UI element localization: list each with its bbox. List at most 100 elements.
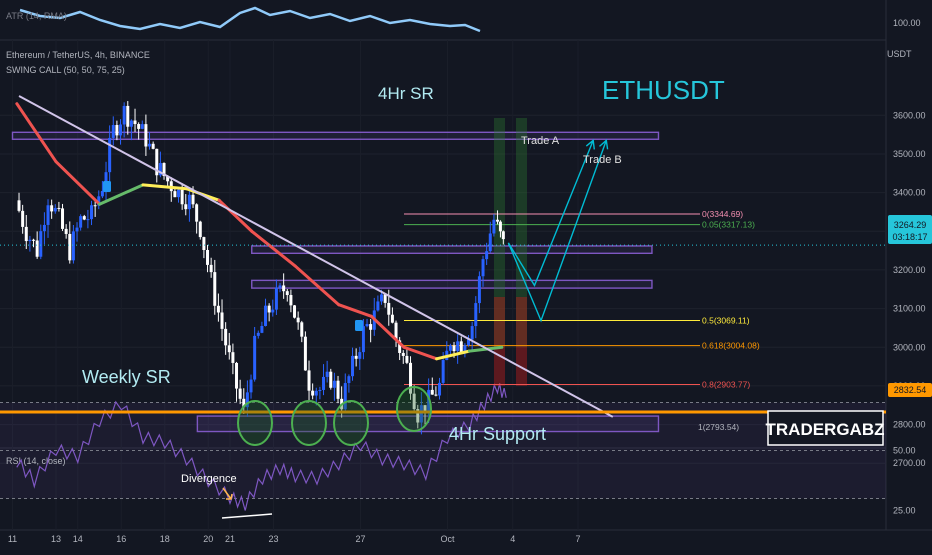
support-circle — [333, 400, 369, 446]
candle-body — [492, 219, 496, 234]
weekly-sr-value: 2832.54 — [894, 385, 927, 395]
fib-retracement[interactable]: 0(3344.69)0.05(3317.13) 0.5(3069.11) 0.618… — [404, 209, 760, 432]
support-circle — [396, 386, 432, 432]
atr-legend[interactable]: ATR (14, RMA) — [6, 11, 67, 21]
candle-body — [242, 398, 246, 408]
indicator-legend[interactable]: SWING CALL (50, 50, 75, 25) — [6, 65, 125, 75]
candle-body — [394, 322, 398, 341]
candle-body — [100, 190, 104, 197]
candle-body — [158, 163, 162, 176]
candle-body — [177, 189, 181, 198]
trade-path-trade-b[interactable] — [507, 140, 607, 323]
moving-average-segment — [98, 183, 145, 206]
candle-body — [264, 305, 268, 326]
time-tick-label: 27 — [355, 534, 365, 544]
candle-body — [195, 204, 199, 222]
candle-body — [307, 370, 311, 391]
atr-pane: 100.00 — [19, 6, 921, 33]
candle-body — [477, 276, 481, 304]
trade-paths[interactable] — [507, 139, 609, 323]
candle-body — [322, 376, 326, 390]
candle-body — [32, 239, 36, 241]
time-tick-label: 18 — [160, 534, 170, 544]
candle-body — [173, 191, 177, 198]
time-tick-label: Oct — [440, 534, 455, 544]
candle-body — [17, 200, 21, 211]
candle-body — [293, 305, 297, 318]
zone-4hr-sr-top — [11, 131, 660, 140]
price-tick-label: 3100.00 — [893, 304, 926, 314]
descending-trendline[interactable] — [18, 95, 614, 418]
weekly-sr-badge[interactable] — [888, 383, 932, 397]
candle-body — [187, 194, 191, 210]
candle-body — [329, 371, 333, 388]
trade-zone-red-b — [516, 296, 527, 386]
price-tick-label: 3500.00 — [893, 149, 926, 159]
candle-body — [369, 324, 373, 330]
candle-body — [198, 221, 202, 238]
candle-body — [311, 390, 315, 396]
candle-body — [401, 352, 405, 356]
candle-body — [108, 137, 112, 173]
candle-body — [137, 124, 141, 129]
candle-body — [354, 355, 358, 359]
symbol-legend[interactable]: Ethereum / TetherUS, 4h, BINANCE — [6, 50, 150, 60]
candle-body — [434, 394, 438, 396]
candle-body — [166, 175, 170, 182]
candle-body — [470, 326, 474, 340]
candle-body — [151, 143, 155, 149]
price-tick-label: 2700.00 — [893, 458, 926, 468]
price-tick-label: 2800.00 — [893, 420, 926, 430]
weekly-sr-layer[interactable] — [0, 244, 886, 414]
trade-a-label: Trade A — [521, 135, 560, 147]
candle-body — [184, 204, 188, 210]
candle-body — [216, 305, 220, 313]
candle-body — [86, 219, 90, 221]
candle-body — [358, 352, 362, 359]
price-axis-panel[interactable] — [886, 0, 932, 530]
atr-line — [19, 6, 481, 33]
candle-body — [416, 409, 420, 423]
candle-body — [61, 208, 65, 229]
moving-average-segment — [369, 314, 406, 349]
candle-body — [93, 205, 97, 207]
candle-body — [390, 314, 394, 323]
currency-label: USDT — [887, 49, 912, 59]
weekly-sr-label: Weekly SR — [82, 367, 171, 387]
zone-zone-3250 — [251, 245, 653, 255]
price-tick-label: 3600.00 — [893, 110, 926, 120]
candle-body — [57, 207, 61, 209]
candle-body — [498, 221, 502, 232]
atr-tick-label: 100.00 — [893, 18, 921, 28]
trade-zone-red-a — [494, 296, 505, 386]
candle-body — [202, 237, 206, 250]
candle-body — [64, 228, 68, 234]
support-circle — [237, 400, 273, 446]
candle-body — [220, 312, 224, 329]
moving-average-segment — [435, 349, 471, 361]
watermark-box — [767, 410, 884, 446]
candle-body — [82, 216, 86, 220]
moving-average-segment — [337, 303, 373, 318]
candle-body — [231, 352, 235, 363]
rsi-tick-label: 25.00 — [893, 506, 916, 516]
time-tick-label: 13 — [51, 534, 61, 544]
candle-body — [126, 105, 130, 127]
candle-body — [438, 382, 442, 396]
last-price-badge[interactable] — [888, 215, 932, 244]
trade-path-trade-a[interactable] — [507, 140, 594, 287]
candle-body — [296, 317, 300, 323]
zone-4hr-support — [196, 415, 660, 433]
trendline-layer[interactable] — [18, 95, 614, 418]
candle-body — [365, 324, 369, 327]
buy-signal-marker — [355, 320, 363, 331]
candle-body — [111, 125, 115, 138]
sr-4hr-label: 4Hr SR — [378, 84, 434, 103]
candle-body — [122, 105, 126, 125]
zone-zone-3160 — [251, 279, 653, 289]
candle-body — [50, 205, 54, 212]
candle-body — [245, 392, 249, 408]
